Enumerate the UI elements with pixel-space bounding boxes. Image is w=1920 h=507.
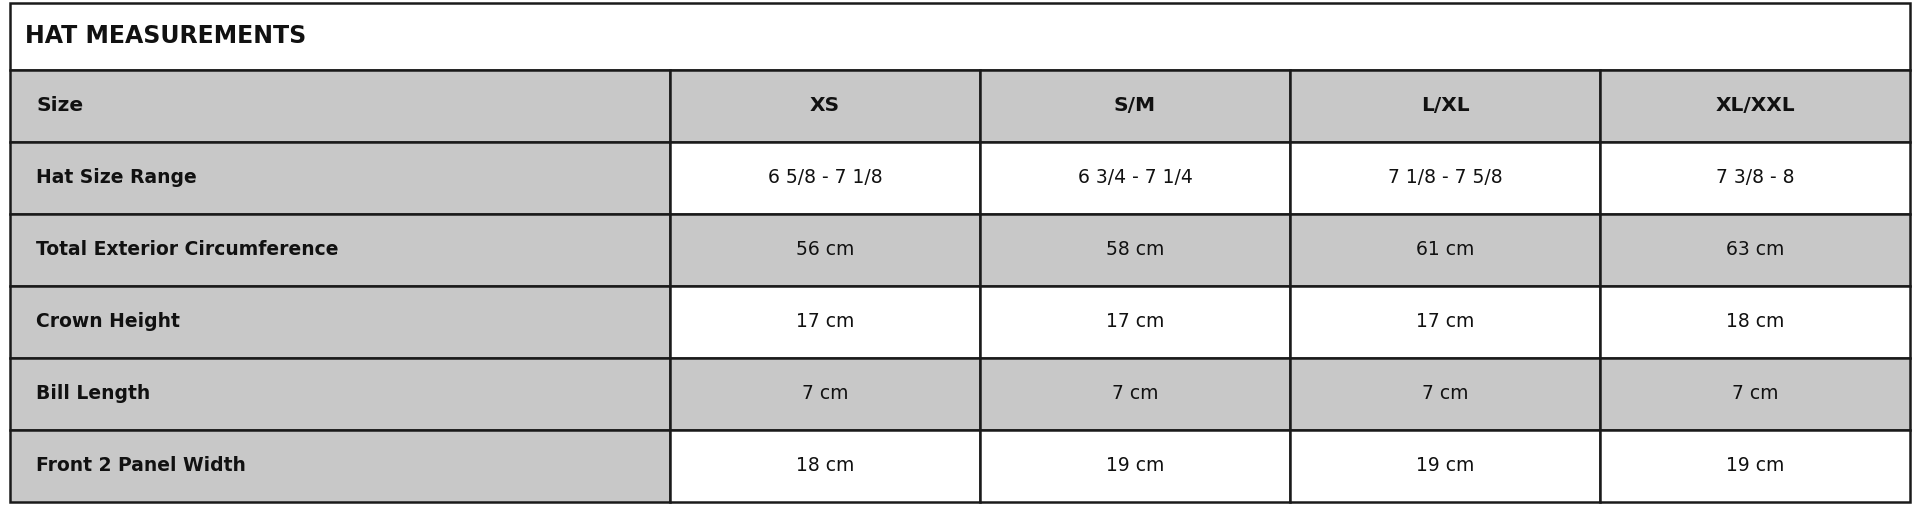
Text: Front 2 Panel Width: Front 2 Panel Width [36,456,246,476]
Bar [1290,214,1599,286]
Text: 17 cm: 17 cm [795,312,854,332]
Text: S/M: S/M [1114,96,1156,116]
Text: 18 cm: 18 cm [1726,312,1784,332]
Bar [1290,358,1599,430]
Bar [10,3,1910,70]
Bar [10,358,670,430]
Bar [10,430,670,502]
Bar [1599,214,1910,286]
Text: 7 cm: 7 cm [1732,384,1778,404]
Text: 56 cm: 56 cm [795,240,854,260]
Text: Hat Size Range: Hat Size Range [36,168,196,188]
Bar [10,214,670,286]
Bar [1290,142,1599,214]
Text: 19 cm: 19 cm [1726,456,1784,476]
Bar [1599,142,1910,214]
Text: Crown Height: Crown Height [36,312,180,332]
Text: XL/XXL: XL/XXL [1715,96,1795,116]
Bar [1599,70,1910,142]
Bar [10,142,670,214]
Bar [670,430,979,502]
Bar [10,286,670,358]
Text: XS: XS [810,96,839,116]
Text: L/XL: L/XL [1421,96,1469,116]
Bar [1599,358,1910,430]
Bar [979,142,1290,214]
Bar [10,70,670,142]
Text: 7 3/8 - 8: 7 3/8 - 8 [1716,168,1795,188]
Text: HAT MEASUREMENTS: HAT MEASUREMENTS [25,24,305,48]
Bar [979,430,1290,502]
Bar [670,358,979,430]
Text: 6 5/8 - 7 1/8: 6 5/8 - 7 1/8 [768,168,881,188]
Text: 7 cm: 7 cm [1423,384,1469,404]
Bar [979,70,1290,142]
Bar [1599,430,1910,502]
Text: Size: Size [36,96,83,116]
Text: 17 cm: 17 cm [1417,312,1475,332]
Text: 61 cm: 61 cm [1417,240,1475,260]
Text: 17 cm: 17 cm [1106,312,1164,332]
Text: 19 cm: 19 cm [1106,456,1164,476]
Bar [670,214,979,286]
Text: 19 cm: 19 cm [1417,456,1475,476]
Bar [670,286,979,358]
Bar [979,286,1290,358]
Bar [1599,286,1910,358]
Text: 7 cm: 7 cm [803,384,849,404]
Text: 58 cm: 58 cm [1106,240,1164,260]
Text: Bill Length: Bill Length [36,384,150,404]
Text: 6 3/4 - 7 1/4: 6 3/4 - 7 1/4 [1077,168,1192,188]
Text: 18 cm: 18 cm [795,456,854,476]
Bar [1290,70,1599,142]
Bar [979,358,1290,430]
Text: Total Exterior Circumference: Total Exterior Circumference [36,240,338,260]
Bar [670,142,979,214]
Bar [979,214,1290,286]
Bar [1290,286,1599,358]
Text: 7 1/8 - 7 5/8: 7 1/8 - 7 5/8 [1388,168,1503,188]
Text: 7 cm: 7 cm [1112,384,1158,404]
Text: 63 cm: 63 cm [1726,240,1784,260]
Bar [670,70,979,142]
Bar [1290,430,1599,502]
